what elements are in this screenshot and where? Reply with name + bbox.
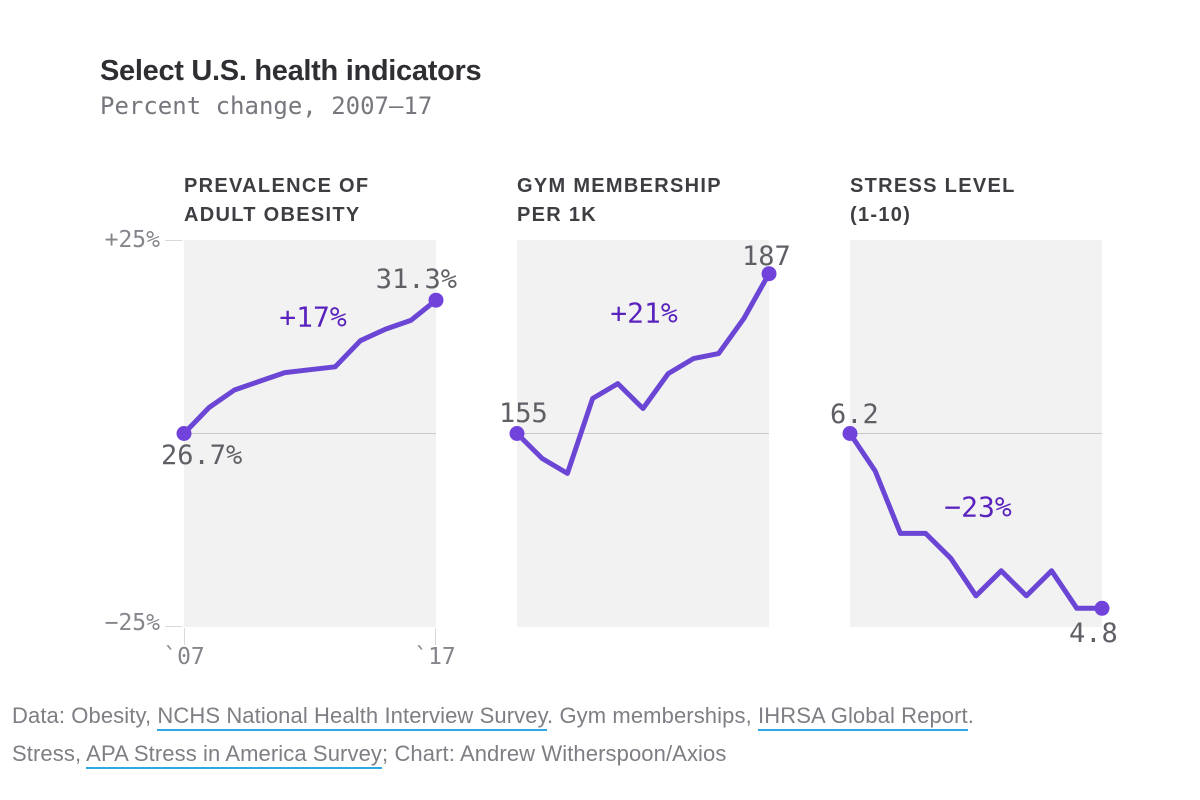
stress-chart-plot: −23% 6.2 4.8 <box>830 240 1118 649</box>
trend-line <box>181 297 439 436</box>
x-axis-end-tick-label: `17 <box>414 644 456 670</box>
gym-start-value-label: 155 <box>499 398 548 429</box>
source-text: Stress, <box>12 741 87 766</box>
obesity-line-chart <box>176 292 444 441</box>
stress-end-value-label: 4.8 <box>1069 618 1118 649</box>
x-axis-tick-mark <box>184 628 185 645</box>
panel-header-stress: STRESS LEVEL (1-10) <box>850 172 1016 230</box>
stress-line-chart <box>842 426 1110 616</box>
page-title: Select U.S. health indicators <box>100 55 482 88</box>
y-axis-bottom-tick-label: −25% <box>104 610 160 636</box>
panel-header-line: STRESS LEVEL <box>850 175 1016 197</box>
panel-header-line: ADULT OBESITY <box>184 204 361 226</box>
panel-header-obesity: PREVALENCE OF ADULT OBESITY <box>184 172 369 230</box>
trend-line <box>847 431 1105 611</box>
y-axis-top-tick-label: +25% <box>104 227 160 253</box>
credit-text: ; Chart: Andrew Witherspoon/Axios <box>382 741 727 766</box>
panel-header-gym: GYM MEMBERSHIP PER 1K <box>517 172 722 230</box>
obesity-chart-plot: +17% 26.7% 31.3% <box>161 240 457 627</box>
gym-chart-plot: +21% 155 187 <box>499 240 791 627</box>
nchs-survey-link[interactable]: NCHS National Health Interview Survey <box>157 703 548 731</box>
page-subtitle: Percent change, 2007–17 <box>100 92 433 120</box>
end-point-marker <box>1094 600 1110 616</box>
y-axis-tick-mark <box>165 240 182 241</box>
start-point-marker <box>509 426 525 441</box>
end-point-marker <box>428 292 444 308</box>
x-axis-tick-mark <box>435 628 436 645</box>
end-point-marker <box>761 266 777 282</box>
panel-header-line: PER 1K <box>517 204 598 226</box>
stress-start-value-label: 6.2 <box>830 399 879 430</box>
start-point-marker <box>842 426 858 441</box>
start-point-marker <box>176 426 192 441</box>
panel-header-line: GYM MEMBERSHIP <box>517 175 722 197</box>
source-text: . Gym memberships, <box>547 703 758 728</box>
gym-line-chart <box>509 266 777 476</box>
x-axis-start-tick-label: `07 <box>163 644 205 670</box>
ihrsa-report-link[interactable]: IHRSA Global Report <box>758 703 968 731</box>
trend-line <box>514 271 772 476</box>
source-text: . <box>967 703 974 728</box>
source-line-1: Data: Obesity, NCHS National Health Inte… <box>12 703 974 731</box>
panel-header-line: (1-10) <box>850 204 912 226</box>
gym-end-value-label: 187 <box>742 241 791 272</box>
panel-header-line: PREVALENCE OF <box>184 175 370 197</box>
stress-change-annotation: −23% <box>944 490 1012 524</box>
y-axis-tick-mark <box>165 626 182 627</box>
obesity-change-annotation: +17% <box>279 300 347 334</box>
obesity-start-value-label: 26.7% <box>161 440 243 471</box>
obesity-end-value-label: 31.3% <box>375 264 457 295</box>
apa-survey-link[interactable]: APA Stress in America Survey <box>86 741 383 769</box>
source-text: Data: Obesity, <box>12 703 158 728</box>
gym-change-annotation: +21% <box>610 296 678 330</box>
source-line-2: Stress, APA Stress in America Survey; Ch… <box>12 741 727 769</box>
